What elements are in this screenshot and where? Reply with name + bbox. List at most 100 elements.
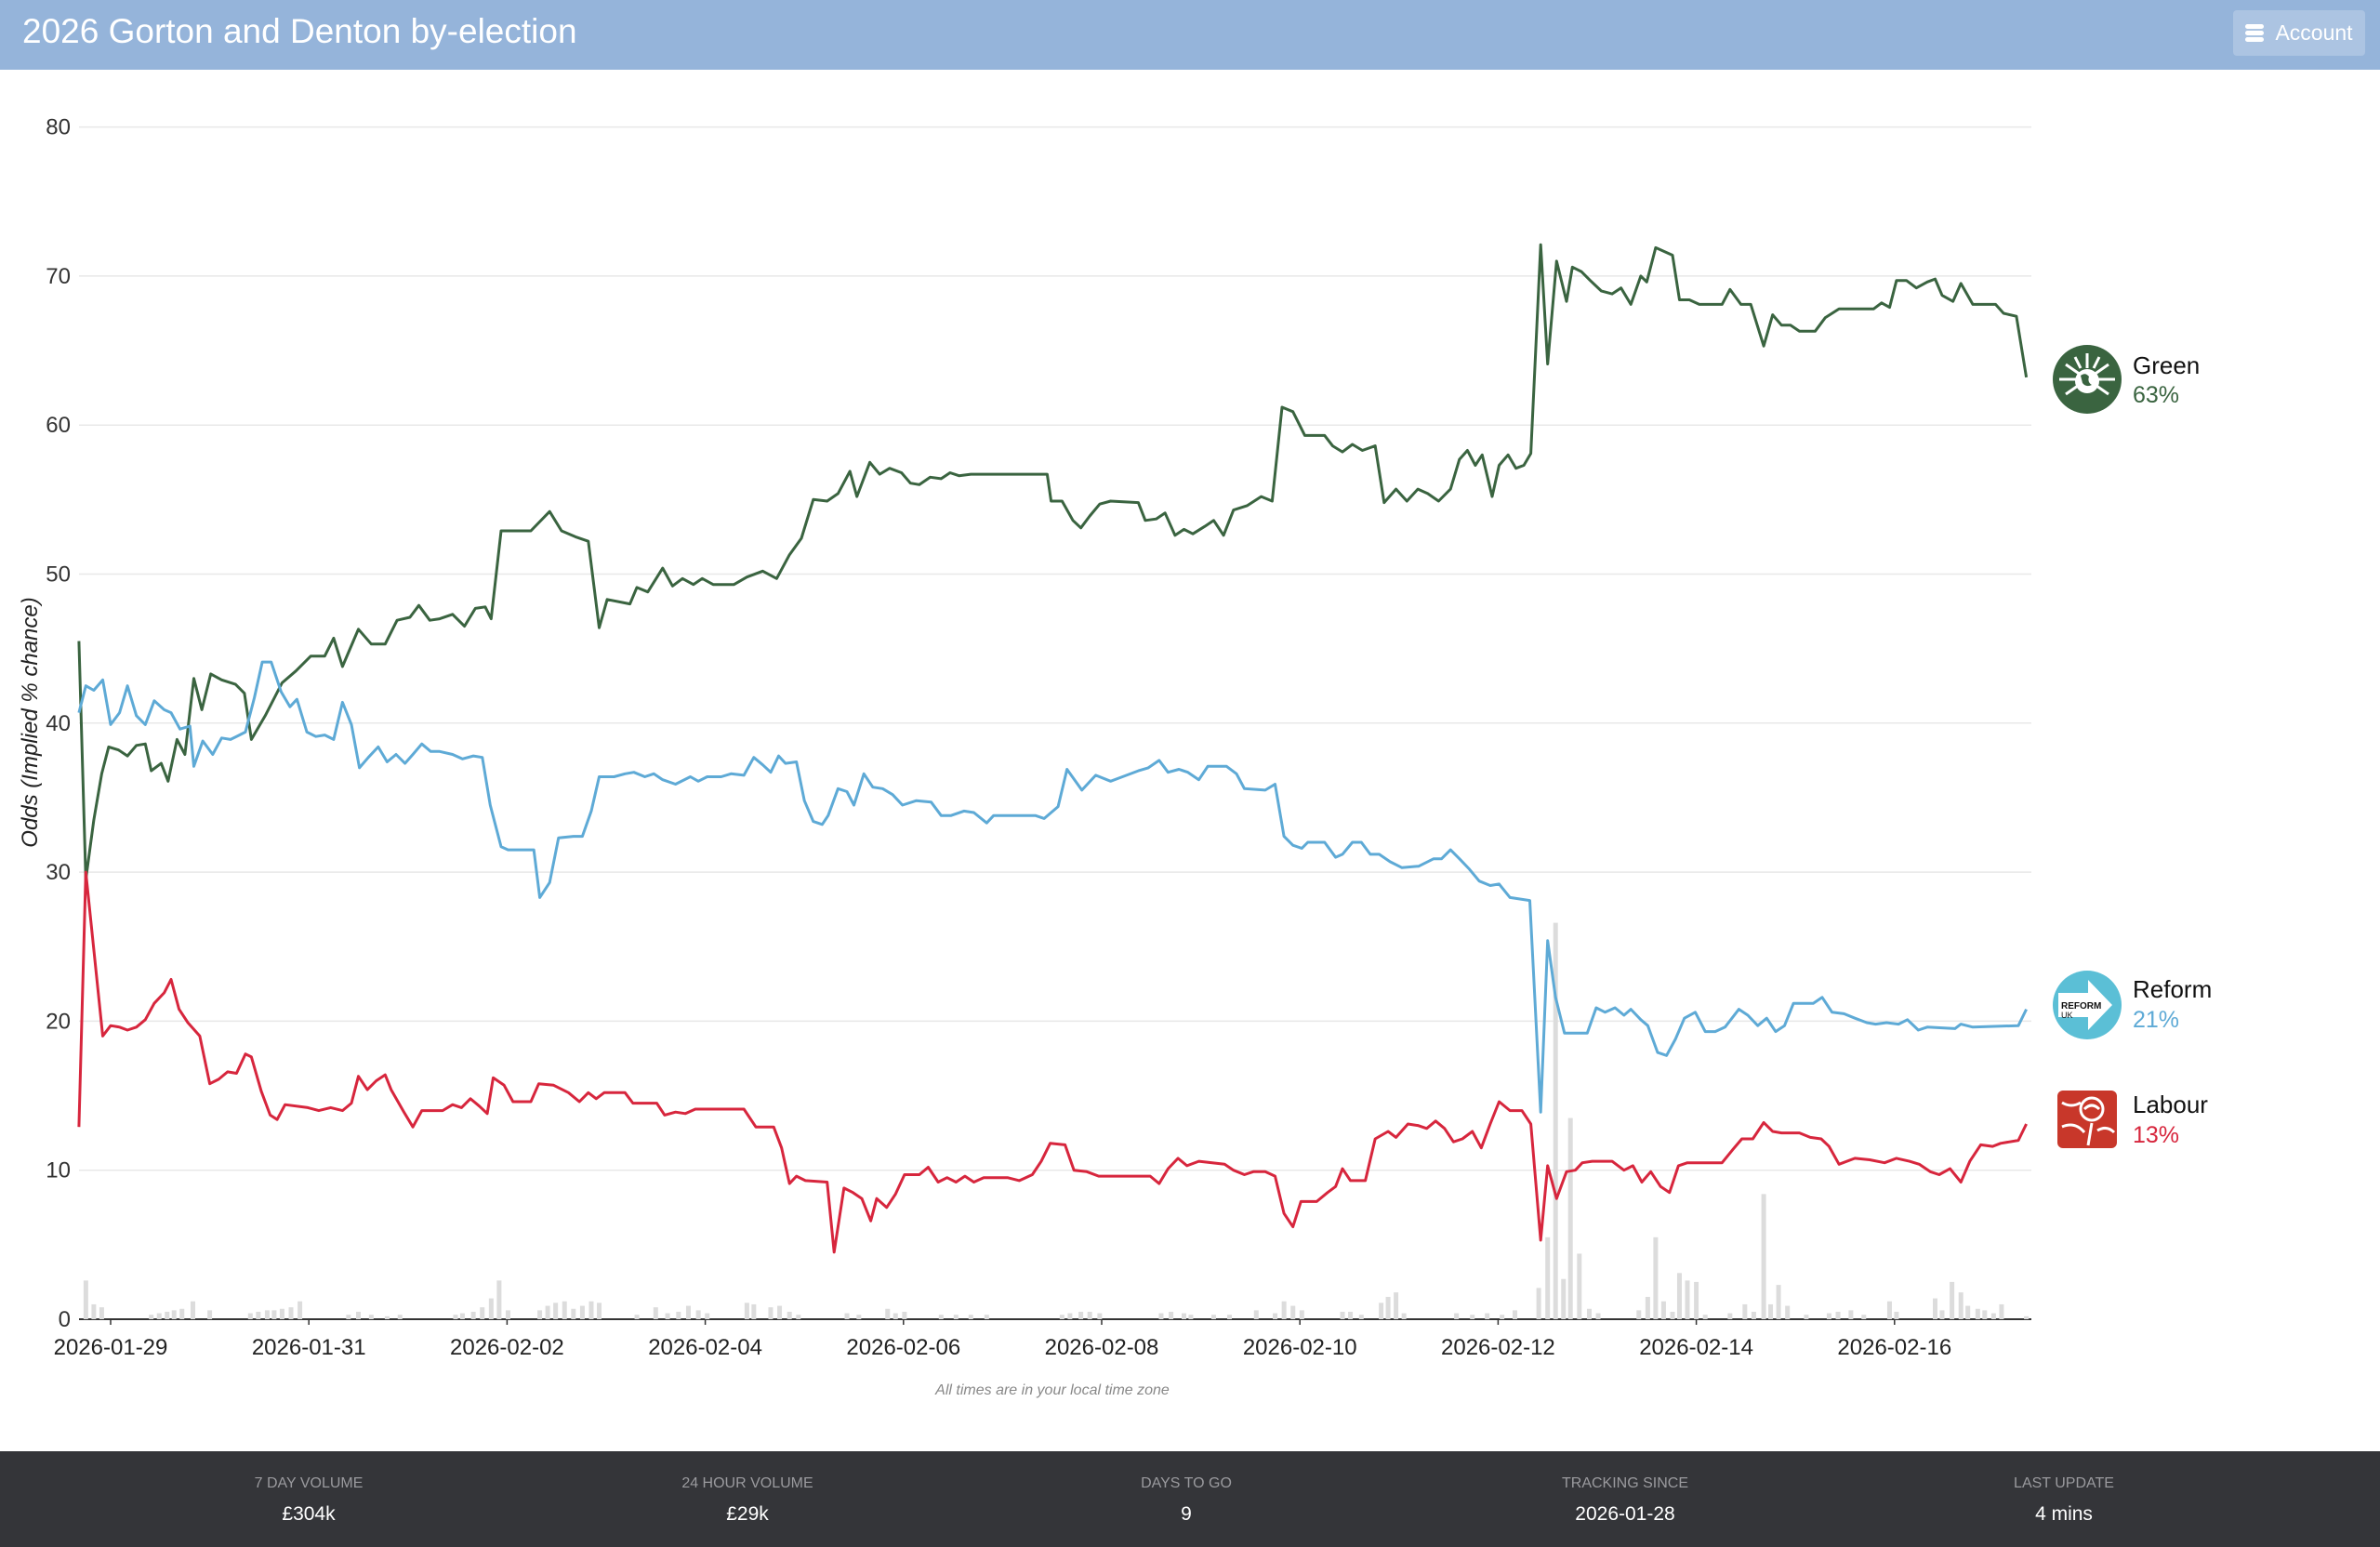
volume-bar <box>685 1305 691 1319</box>
volume-bar <box>1536 1288 1541 1319</box>
account-button[interactable]: Account <box>2233 10 2365 56</box>
volume-bar <box>653 1307 658 1319</box>
volume-bar <box>256 1311 261 1319</box>
volume-bar <box>1358 1315 1364 1319</box>
volume-bar <box>1886 1301 1892 1319</box>
volume-bar <box>1059 1315 1064 1319</box>
volume-bar <box>1454 1313 1460 1319</box>
reform-uk-logo: REFORM UK <box>2053 971 2122 1039</box>
series-line-labour[interactable] <box>77 870 2028 1254</box>
volume-bar <box>665 1313 670 1319</box>
legend-green[interactable]: Green 63% <box>2053 345 2200 414</box>
volume-bar <box>1567 1117 1573 1319</box>
series-line-reform[interactable] <box>77 660 2028 1114</box>
volume-bar <box>562 1301 567 1319</box>
stat-label: 7 Day Volume <box>254 1475 364 1491</box>
volume-bar <box>1990 1313 1996 1319</box>
legend-value-green: 63% <box>2133 382 2179 408</box>
volume-bar <box>1281 1301 1287 1319</box>
volume-bar <box>505 1310 510 1319</box>
volume-bar <box>777 1305 783 1319</box>
volume-bar <box>1470 1315 1475 1319</box>
volume-bar <box>1158 1313 1164 1319</box>
volume-bar <box>190 1301 195 1319</box>
x-axis-ticks: 2026-01-29 2026-01-31 2026-02-02 2026-02-04… <box>54 1319 1951 1360</box>
volume-bar <box>1087 1311 1092 1319</box>
svg-text:UK: UK <box>2061 1011 2073 1020</box>
volume-bar <box>695 1310 701 1319</box>
volume-bar <box>356 1311 361 1319</box>
volume-bar <box>1273 1313 1278 1319</box>
volume-bar <box>634 1315 640 1319</box>
volume-bar <box>1485 1313 1490 1319</box>
volume-bar <box>1500 1315 1505 1319</box>
volume-bar <box>1253 1310 1259 1319</box>
series-lines <box>77 243 2029 1254</box>
volume-bar <box>1169 1311 1174 1319</box>
green-party-logo <box>2053 345 2122 414</box>
x-tick-label: 2026-02-16 <box>1837 1335 1951 1360</box>
volume-bar <box>545 1305 550 1319</box>
volume-bar <box>1227 1315 1233 1319</box>
volume-bar <box>1761 1194 1766 1319</box>
x-tick-label: 2026-02-06 <box>846 1335 960 1360</box>
volume-bar <box>247 1313 253 1319</box>
volume-bar <box>1348 1311 1354 1319</box>
volume-bar <box>1553 922 1558 1319</box>
stat-value: £29k <box>726 1503 769 1525</box>
volume-bar <box>1385 1296 1391 1319</box>
volume-bar <box>1768 1303 1774 1319</box>
volume-bar <box>1299 1310 1304 1319</box>
legend-reform[interactable]: REFORM UK Reform 21% <box>2053 971 2212 1039</box>
svg-text:REFORM: REFORM <box>2061 1001 2101 1012</box>
volume-bar <box>1595 1313 1601 1319</box>
volume-bar <box>1577 1253 1582 1319</box>
volume-bar <box>1340 1311 1345 1319</box>
x-tick-label: 2026-02-14 <box>1639 1335 1753 1360</box>
page-title: 2026 Gorton and Denton by-election <box>22 12 577 50</box>
volume-bar <box>1702 1315 1708 1319</box>
legend-labour[interactable]: Labour 13% <box>2057 1091 2208 1148</box>
legend-name-reform: Reform <box>2133 975 2212 1003</box>
volume-bar <box>1826 1313 1831 1319</box>
volume-bar <box>1067 1313 1073 1319</box>
y-tick-label: 40 <box>46 711 71 736</box>
y-tick-label: 70 <box>46 264 71 289</box>
volume-bar <box>892 1313 898 1319</box>
volume-bar <box>1975 1308 1980 1319</box>
x-tick-label: 2026-01-29 <box>54 1335 168 1360</box>
stat-label: Last update <box>2014 1475 2114 1491</box>
volume-bar <box>1694 1281 1699 1319</box>
volume-bar <box>397 1315 403 1319</box>
volume-bar <box>1670 1311 1675 1319</box>
volume-bar <box>1379 1302 1384 1319</box>
volume-bar <box>496 1280 502 1319</box>
volume-bar <box>346 1315 351 1319</box>
volume-bar <box>768 1307 774 1319</box>
stat-last-update: Last update 4 mins <box>1844 1451 2283 1547</box>
legend-name-labour: Labour <box>2133 1091 2208 1118</box>
volume-bar <box>676 1311 681 1319</box>
legend-value-labour: 13% <box>2133 1122 2179 1148</box>
volume-bar <box>597 1302 602 1319</box>
volume-bar <box>1394 1292 1399 1319</box>
stat-value: 4 mins <box>2035 1503 2093 1525</box>
volume-bar <box>1894 1311 1899 1319</box>
volume-bar <box>1078 1311 1084 1319</box>
volume-bar <box>1097 1313 1103 1319</box>
volume-bar <box>1982 1310 1988 1319</box>
volume-bar <box>1685 1280 1690 1319</box>
volume-bar <box>99 1307 104 1319</box>
volume-bar <box>91 1303 97 1319</box>
database-icon <box>2245 23 2265 43</box>
stat-days-to-go: Days to go 9 <box>967 1451 1406 1547</box>
x-tick-label: 2026-02-10 <box>1243 1335 1357 1360</box>
volume-bar <box>1933 1298 1938 1319</box>
series-line-green[interactable] <box>77 243 2029 881</box>
volume-bar <box>787 1311 792 1319</box>
stat-value: 2026-01-28 <box>1575 1503 1675 1525</box>
volume-bar <box>1545 1236 1551 1319</box>
volume-bar <box>744 1302 749 1319</box>
volume-bar <box>1653 1236 1659 1319</box>
x-tick-label: 2026-02-04 <box>648 1335 762 1360</box>
